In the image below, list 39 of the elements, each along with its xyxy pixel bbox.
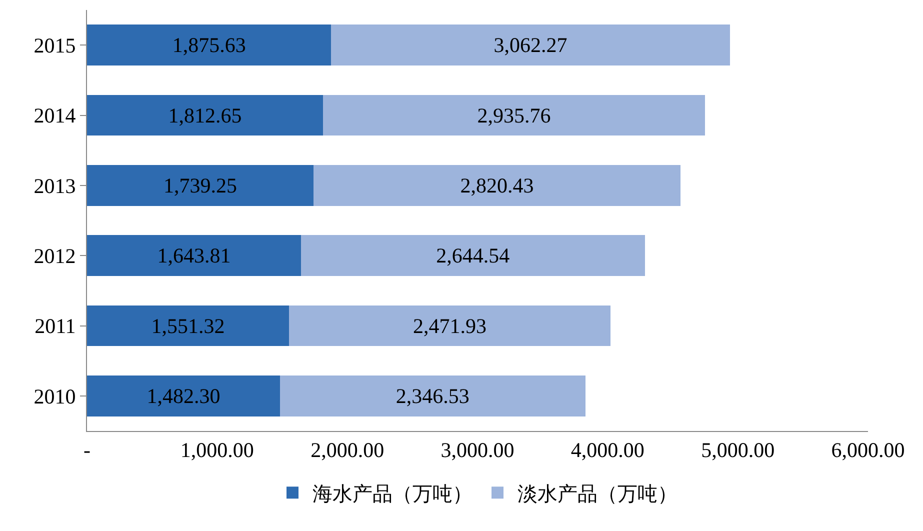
x-tick-label: - [84, 438, 90, 462]
data-label: 1,643.81 [157, 244, 231, 268]
x-tick-label: 6,000.00 [831, 438, 905, 462]
x-tick-label: 5,000.00 [701, 438, 775, 462]
bar [313, 165, 681, 206]
x-tick-label: 2,000.00 [310, 438, 384, 462]
bar [87, 94, 323, 136]
x-tick-label: 1,000.00 [180, 438, 254, 462]
legend-label: 海水产品（万吨） [312, 483, 472, 506]
bar [300, 235, 646, 276]
data-label: 1,482.30 [146, 384, 220, 408]
data-label: 2,820.43 [460, 173, 534, 198]
bar [280, 376, 586, 416]
data-label: 1,551.32 [151, 314, 225, 338]
x-tick-label: 3,000.00 [440, 438, 514, 462]
y-tick-label: 2010 [34, 384, 76, 408]
data-label: 2,346.53 [396, 384, 470, 408]
y-tick-label: 2013 [34, 174, 76, 198]
data-label: 1,812.65 [168, 103, 242, 128]
data-label: 3,062.27 [494, 33, 568, 58]
legend-label: 淡水产品（万吨） [518, 483, 678, 506]
data-label: 1,739.25 [163, 173, 237, 198]
bar [87, 24, 332, 66]
data-label: 2,644.54 [436, 244, 510, 268]
bar [87, 376, 280, 416]
x-tick-label: 4,000.00 [570, 438, 644, 462]
y-tick-label: 2014 [34, 104, 76, 128]
bar [87, 305, 289, 346]
y-tick-label: 2012 [34, 244, 76, 268]
data-label: 2,935.76 [477, 103, 551, 128]
y-tick-label: 2011 [34, 314, 76, 338]
bar [322, 94, 706, 136]
bar [87, 165, 314, 206]
data-label: 1,875.63 [172, 33, 246, 58]
bar [288, 305, 611, 346]
y-tick-label: 2015 [34, 33, 76, 58]
bar [87, 235, 301, 276]
data-label: 2,471.93 [413, 314, 487, 338]
bar [331, 24, 730, 66]
